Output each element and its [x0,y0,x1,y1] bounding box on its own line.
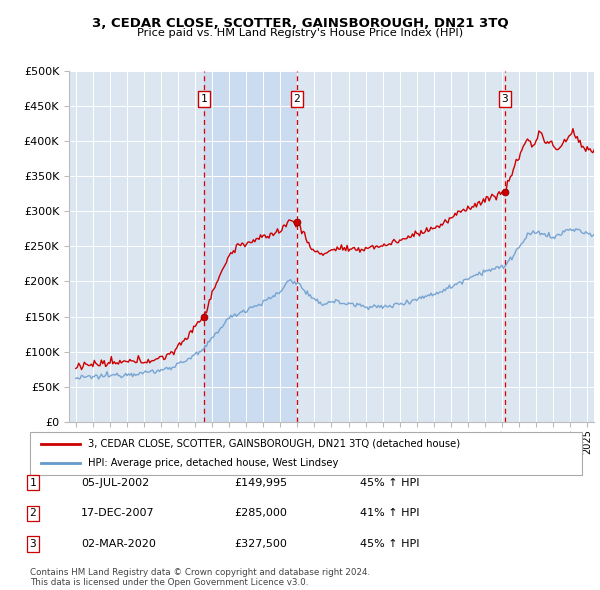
Text: 05-JUL-2002: 05-JUL-2002 [81,478,149,487]
Text: 2: 2 [29,509,37,518]
Text: Contains HM Land Registry data © Crown copyright and database right 2024.: Contains HM Land Registry data © Crown c… [30,568,370,577]
Text: 3: 3 [29,539,37,549]
Text: 45% ↑ HPI: 45% ↑ HPI [360,539,419,549]
Text: HPI: Average price, detached house, West Lindsey: HPI: Average price, detached house, West… [88,458,338,468]
Text: 45% ↑ HPI: 45% ↑ HPI [360,478,419,487]
Text: 3, CEDAR CLOSE, SCOTTER, GAINSBOROUGH, DN21 3TQ: 3, CEDAR CLOSE, SCOTTER, GAINSBOROUGH, D… [92,17,508,30]
Text: £149,995: £149,995 [234,478,287,487]
Text: This data is licensed under the Open Government Licence v3.0.: This data is licensed under the Open Gov… [30,578,308,587]
Text: 1: 1 [29,478,37,487]
Text: 1: 1 [201,94,208,104]
Text: 3: 3 [502,94,508,104]
Text: 17-DEC-2007: 17-DEC-2007 [81,509,155,518]
Text: 2: 2 [293,94,300,104]
Text: 3, CEDAR CLOSE, SCOTTER, GAINSBOROUGH, DN21 3TQ (detached house): 3, CEDAR CLOSE, SCOTTER, GAINSBOROUGH, D… [88,439,460,449]
Text: Price paid vs. HM Land Registry's House Price Index (HPI): Price paid vs. HM Land Registry's House … [137,28,463,38]
Text: 41% ↑ HPI: 41% ↑ HPI [360,509,419,518]
Text: £327,500: £327,500 [234,539,287,549]
Text: £285,000: £285,000 [234,509,287,518]
Text: 02-MAR-2020: 02-MAR-2020 [81,539,156,549]
Bar [205,71,297,422]
FancyBboxPatch shape [30,432,582,475]
